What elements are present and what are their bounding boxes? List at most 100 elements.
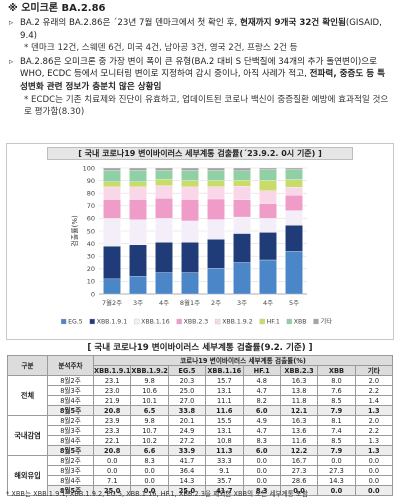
value-cell: 13.1: [205, 385, 244, 396]
value-cell: 20.1: [167, 415, 207, 426]
week-cell: 8월4주: [47, 475, 94, 486]
week-cell: 8월4주: [47, 435, 94, 446]
value-cell: 12.2: [279, 445, 319, 456]
value-cell: 2.0: [354, 375, 394, 386]
value-cell: 0.0: [354, 485, 394, 496]
value-cell: 6.5: [130, 405, 169, 416]
week-cell: 8월3주: [47, 425, 94, 436]
value-cell: 0.0: [354, 475, 394, 486]
value-cell: 23.9: [92, 415, 132, 426]
value-cell: 14.3: [167, 475, 207, 486]
value-cell: 25.0: [167, 385, 207, 396]
legend-swatch: [215, 318, 221, 325]
week-cell: 8월2주: [47, 455, 94, 466]
bar-segment: [259, 167, 277, 170]
bar-segment: [285, 225, 303, 252]
bar-segment: [285, 195, 303, 211]
bar-segment: [181, 199, 199, 222]
bar-segment: [155, 167, 173, 171]
value-cell: 8.3: [242, 435, 281, 446]
value-cell: 0.0: [92, 455, 132, 466]
bar-segment: [103, 170, 121, 183]
value-cell: 10.2: [130, 435, 169, 446]
value-cell: 9.8: [130, 375, 169, 386]
bar-segment: [285, 187, 303, 196]
week-cell: 8월5주: [47, 445, 94, 456]
legend-swatch: [313, 318, 319, 325]
bar-segment: [285, 179, 303, 188]
bar-segment: [155, 242, 173, 273]
legend-swatch: [286, 318, 292, 325]
value-cell: 9.1: [205, 465, 244, 476]
y-tick-label: 50: [87, 227, 95, 235]
bar-segment: [259, 232, 277, 261]
bar-segment: [285, 210, 303, 226]
y-tick-label: 90: [87, 177, 95, 185]
bullet: BA.2.86은 오미크론 중 가장 변이 폭이 큰 유형(BA.2 대비 S …: [6, 56, 392, 94]
value-cell: 13.1: [205, 425, 244, 436]
value-cell: 0.0: [92, 465, 132, 476]
y-tick-label: 0: [91, 290, 95, 298]
bar-segment: [155, 179, 173, 186]
table-row: 8월3주 23.3 10.7 24.9 13.1 4.7 13.6 7.4 2.2: [8, 425, 394, 436]
bar-segment: [155, 218, 173, 243]
value-cell: 33.8: [167, 405, 207, 416]
bar-segment: [129, 276, 147, 295]
legend-label: XBB: [294, 319, 307, 326]
bar-segment: [155, 170, 173, 180]
x-tick-label: 3주: [133, 299, 143, 307]
value-cell: 6.0: [242, 405, 281, 416]
table-row: 8월5주 20.8 6.6 33.9 11.3 6.0 12.2 7.9 1.3: [8, 445, 394, 456]
bullet-note: * ECDC는 기존 치료제와 진단이 유효하고, 업데이트된 코로나 백신이 …: [24, 94, 389, 118]
header-row: 구분 분석주차 코로나19 변이바이러스 세부계통 검출률(%): [7, 355, 393, 376]
legend-label: XBB.1.9.1: [97, 319, 128, 326]
table-row: 국내감염 8월2주 23.9 9.8 20.1 15.5 4.9 16.3 8.1 2.0: [7, 415, 394, 456]
value-cell: 0.0: [242, 455, 281, 466]
week-cell: 8월4주: [47, 395, 94, 406]
legend-swatch: [60, 318, 67, 325]
value-cell: 14.3: [317, 475, 356, 486]
value-cell: 11.6: [279, 435, 319, 446]
header-cell: XBB: [317, 365, 356, 376]
legend-swatch: [176, 318, 182, 325]
bar-segment: [285, 167, 303, 170]
y-tick-label: 70: [87, 202, 95, 210]
value-cell: 20.3: [167, 375, 207, 386]
value-cell: 0.0: [130, 475, 169, 486]
value-cell: 7.4: [317, 425, 356, 436]
value-cell: 16.3: [279, 375, 319, 386]
value-cell: 8.1: [317, 415, 356, 426]
bar-segment: [233, 170, 251, 181]
value-cell: 33.3: [205, 455, 244, 466]
value-cell: 0.0: [354, 465, 394, 476]
value-cell: 7.9: [317, 445, 356, 456]
bar-segment: [181, 170, 199, 181]
y-tick-label: 20: [87, 265, 95, 273]
value-cell: 4.7: [242, 425, 281, 436]
value-cell: 27.3: [317, 465, 356, 476]
bar-segment: [233, 199, 251, 218]
value-cell: 1.4: [354, 395, 394, 406]
table-title: [ 국내 코로나19 변이바이러스 세부계통 검출률(9.2. 기준) ]: [87, 343, 313, 353]
legend-label: EG.5: [68, 319, 83, 326]
header-cell: 구분: [7, 355, 48, 376]
value-cell: 0.0: [317, 455, 356, 466]
bar-segment: [129, 170, 147, 183]
group-cell: 해외유입: [7, 455, 48, 496]
group-cell: 국내감염: [7, 415, 48, 456]
y-tick-label: 100: [83, 164, 95, 172]
header-cell: XBB.2.3: [279, 365, 319, 376]
value-cell: 21.9: [92, 395, 132, 406]
value-cell: 10.7: [130, 425, 169, 436]
x-tick-label: 4주: [263, 299, 273, 307]
bar-segment: [207, 170, 225, 181]
chart-title: [ 국내 코로나19 변이바이러스 세부계통 검출률(´23.9.2. 0시 기…: [47, 147, 353, 160]
value-cell: 11.8: [279, 395, 319, 406]
document-section: ※ 오미크론 BA.2.86 BA.2 유래의 BA.2.86은 ´23년 7월…: [6, 2, 392, 119]
bar-segment: [129, 219, 147, 246]
header-cell: XBB.1.9.1: [92, 365, 132, 376]
bullet-text: BA.2.86은 오미크론 중 가장 변이 폭이 큰 유형(BA.2 대비 S …: [20, 56, 378, 80]
group-cell: 전체: [7, 375, 48, 416]
value-cell: 20.8: [92, 445, 132, 456]
